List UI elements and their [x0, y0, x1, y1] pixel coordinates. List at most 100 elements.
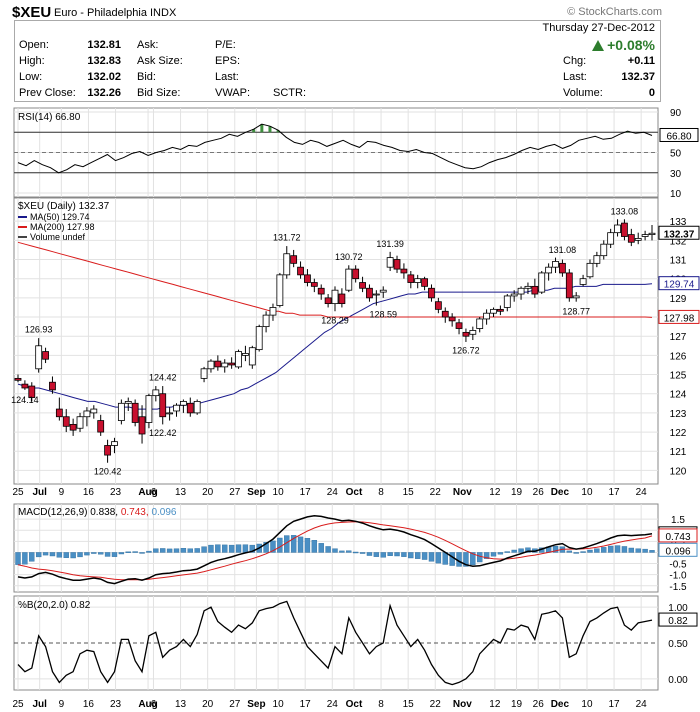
rsi-tick-label: 30 [670, 169, 682, 180]
candle-body [600, 243, 608, 257]
candle-body [290, 255, 298, 264]
candle-body [627, 234, 635, 243]
macd-histogram-bar [297, 536, 304, 553]
quote-bid-label: Bid: [137, 71, 156, 83]
x-tick-label-lower: Aug [138, 699, 157, 710]
macd-histogram-bar [91, 552, 97, 554]
candle-body [62, 416, 70, 427]
candle-body [462, 331, 470, 337]
macd-histogram-bar [270, 540, 276, 553]
candle-body [297, 266, 304, 276]
x-tick-label-upper: Nov [453, 487, 472, 498]
price-value-tag-label: 129.74 [664, 280, 695, 291]
pctb-line [17, 600, 653, 686]
candle-body [235, 351, 242, 368]
x-tick-label-lower: 17 [300, 699, 312, 710]
macd-histogram-bar [552, 546, 559, 553]
macd-histogram-bar [428, 552, 435, 562]
macd-value-tag-label: 0.743 [665, 532, 690, 543]
macd-histogram-bar [470, 552, 476, 566]
candle-body [111, 441, 118, 446]
price-tick-label: 121 [670, 447, 687, 458]
candle-body [104, 445, 111, 456]
candle-body [441, 310, 449, 318]
ma200-line [17, 241, 653, 318]
candle-body [421, 278, 428, 287]
macd-histogram-bar [118, 552, 125, 555]
price-annotation: 128.59 [369, 310, 397, 320]
quote-box: Open: 132.81 High: 132.83 Low: 132.02 Pr… [14, 20, 661, 102]
macd-histogram-bar [228, 544, 235, 553]
candle-body [49, 381, 56, 391]
candle-body [545, 266, 553, 274]
candle-body [483, 312, 491, 320]
x-tick-label-lower: Jul [32, 699, 47, 710]
candle-body [242, 353, 249, 356]
macd-histogram-bar [104, 552, 111, 557]
x-tick-label-lower: 10 [273, 699, 285, 710]
x-tick-label-lower: 17 [609, 699, 621, 710]
candle-body [90, 408, 98, 414]
candle-body [345, 268, 353, 291]
candle-body [407, 274, 415, 283]
candle-body [593, 255, 601, 264]
macd-histogram-bar [380, 552, 386, 558]
macd-histogram-bar [518, 548, 524, 553]
macd-histogram-bar [125, 551, 131, 553]
x-tick-label-upper: 12 [489, 487, 501, 498]
pctb-last-value-box [658, 612, 698, 627]
quote-chg-value: +0.11 [627, 55, 655, 67]
rsi-tick-label: 50 [670, 149, 682, 160]
candle-body [352, 268, 360, 280]
price-tick-label: 125 [670, 371, 687, 382]
macd-histogram-bar [477, 552, 483, 563]
macd-histogram-bar [525, 547, 531, 553]
price-annotation: 131.39 [376, 239, 404, 249]
macd-histogram-bar [235, 544, 242, 553]
pctb-tick-label: 0.50 [668, 639, 688, 650]
candle-body [469, 330, 477, 335]
candle-body [393, 259, 401, 270]
candle-body [262, 314, 270, 328]
price-value-tag [658, 276, 700, 291]
change-percent: +0.08% [592, 37, 655, 53]
macd-histogram-bar [97, 552, 104, 555]
macd-histogram-bar [587, 549, 593, 553]
macd-histogram-bar [449, 552, 455, 566]
macd-histogram-bar [304, 538, 311, 553]
candle-body [517, 287, 525, 295]
brand-watermark[interactable]: © StockCharts.com [567, 6, 662, 18]
x-tick-label-upper: 26 [533, 487, 545, 498]
macd-histogram-bar [84, 552, 90, 556]
candle-body [552, 261, 559, 268]
candle-body [400, 268, 408, 274]
price-tick-label: 120 [670, 466, 687, 477]
macd-histogram-bar [187, 548, 193, 553]
quote-lastprice-label: Last: [563, 71, 587, 83]
candle-body [221, 362, 229, 368]
macd-histogram-bar [649, 550, 655, 553]
candle-body [55, 408, 63, 418]
macd-histogram-bar [63, 552, 69, 558]
price-annotation: 124.14 [11, 395, 39, 405]
macd-histogram-bar [408, 552, 414, 559]
quote-volume-value: 0 [648, 87, 655, 99]
macd-histogram-bar [77, 552, 83, 558]
candle-body [448, 316, 456, 322]
candle-body [538, 272, 546, 293]
macd-histogram-bar [15, 552, 21, 565]
candle-body [317, 287, 325, 295]
candle-body [214, 360, 222, 368]
x-tick-label-upper: 15 [403, 487, 415, 498]
price-tick-label: 126 [670, 351, 687, 362]
price-legend-item: Volume undef [30, 232, 86, 242]
candle-body [614, 224, 621, 234]
candle-body [414, 278, 422, 283]
candle-body [648, 232, 656, 235]
macd-histogram-bar [201, 546, 207, 553]
macd-histogram-bar [311, 540, 318, 553]
macd-histogram-bar [511, 549, 517, 553]
x-tick-label-upper: 23 [110, 487, 122, 498]
x-tick-label-upper: 16 [83, 487, 95, 498]
